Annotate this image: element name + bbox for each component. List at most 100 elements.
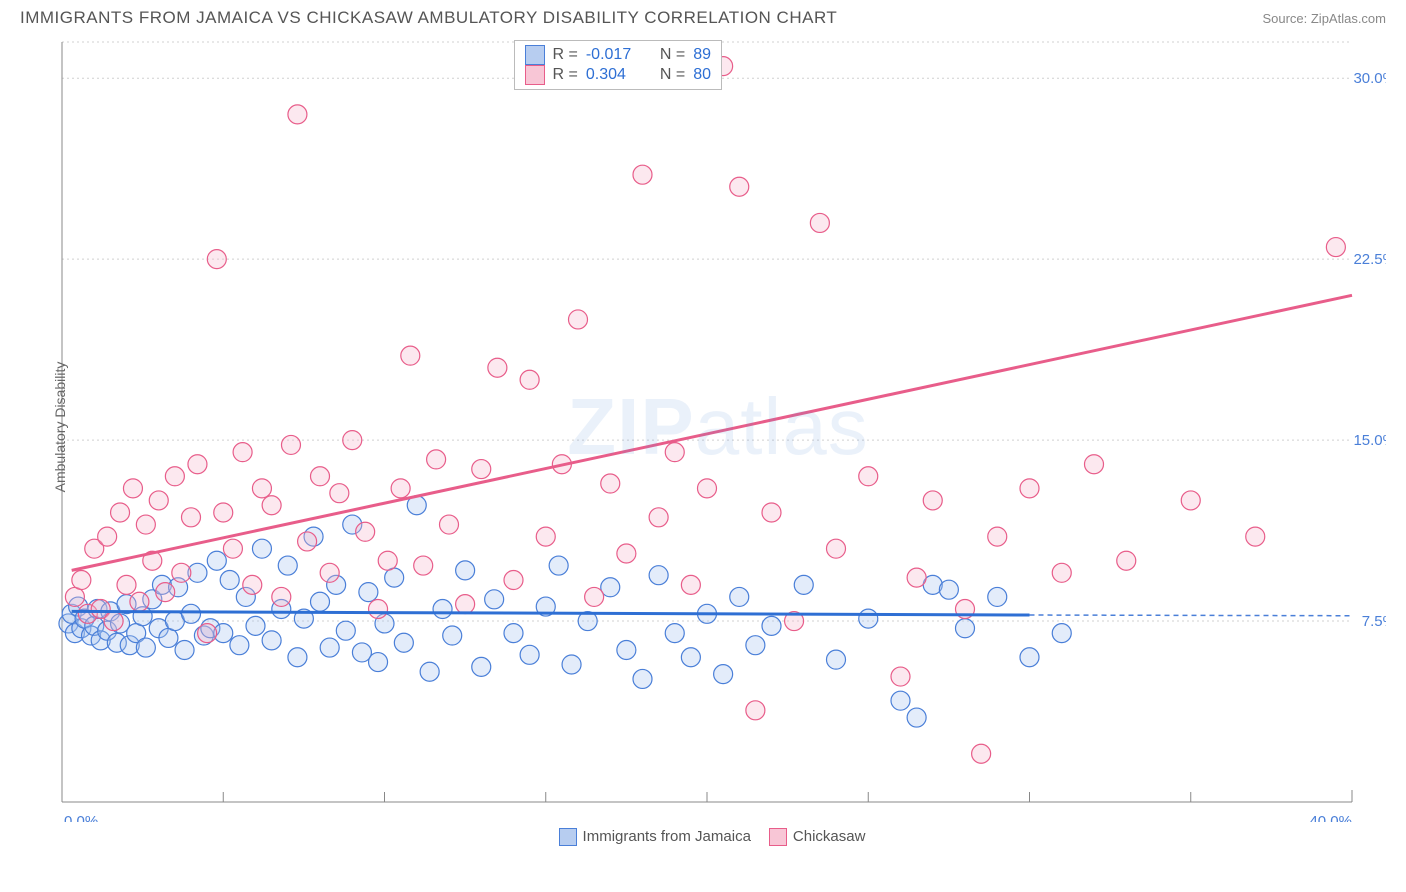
scatter-point — [278, 556, 297, 575]
scatter-point — [698, 479, 717, 498]
scatter-point — [1246, 527, 1265, 546]
svg-text:30.0%: 30.0% — [1353, 70, 1386, 87]
scatter-point — [220, 571, 239, 590]
scatter-point — [223, 539, 242, 558]
scatter-point — [956, 619, 975, 638]
legend-label: Chickasaw — [793, 828, 866, 845]
scatter-point — [336, 621, 355, 640]
scatter-point — [243, 575, 262, 594]
scatter-point — [72, 571, 91, 590]
scatter-point — [298, 532, 317, 551]
scatter-point — [456, 595, 475, 614]
scatter-point — [182, 508, 201, 527]
scatter-point — [288, 105, 307, 124]
scatter-point — [252, 539, 271, 558]
bottom-legend: Immigrants from JamaicaChickasaw — [0, 822, 1406, 860]
scatter-point — [207, 551, 226, 570]
scatter-point — [585, 587, 604, 606]
scatter-point — [391, 479, 410, 498]
scatter-point — [182, 604, 201, 623]
svg-text:15.0%: 15.0% — [1353, 432, 1386, 449]
scatter-point — [1326, 238, 1345, 257]
scatter-point — [246, 616, 265, 635]
trend-line-jamaica — [72, 611, 1030, 615]
scatter-point — [746, 636, 765, 655]
scatter-point — [859, 609, 878, 628]
svg-text:22.5%: 22.5% — [1353, 251, 1386, 268]
scatter-point — [117, 575, 136, 594]
scatter-point — [730, 587, 749, 606]
scatter-point — [488, 358, 507, 377]
scatter-point — [633, 165, 652, 184]
scatter-point — [420, 662, 439, 681]
scatter-point — [440, 515, 459, 534]
scatter-point — [649, 508, 668, 527]
scatter-point — [891, 691, 910, 710]
scatter-point — [633, 669, 652, 688]
scatter-point — [714, 665, 733, 684]
scatter-point — [207, 250, 226, 269]
scatter-point — [281, 435, 300, 454]
scatter-point — [330, 484, 349, 503]
scatter-point — [681, 575, 700, 594]
scatter-point — [394, 633, 413, 652]
scatter-point — [359, 583, 378, 602]
scatter-point — [562, 655, 581, 674]
scatter-point — [262, 631, 281, 650]
scatter-point — [504, 624, 523, 643]
scatter-point — [939, 580, 958, 599]
scatter-point — [794, 575, 813, 594]
scatter-point — [1117, 551, 1136, 570]
scatter-point — [175, 641, 194, 660]
trend-line-chickasaw — [72, 295, 1352, 570]
svg-text:7.5%: 7.5% — [1362, 613, 1386, 630]
scatter-point — [98, 527, 117, 546]
stats-legend: R = -0.017N = 89R = 0.304N = 80 — [514, 40, 722, 90]
scatter-point — [665, 443, 684, 462]
chart-area: Ambulatory Disability ZIPatlas 7.5%15.0%… — [50, 32, 1386, 822]
scatter-point — [988, 587, 1007, 606]
scatter-point — [1052, 624, 1071, 643]
scatter-point — [520, 645, 539, 664]
scatter-point — [252, 479, 271, 498]
scatter-point — [230, 636, 249, 655]
scatter-point — [549, 556, 568, 575]
y-axis-label: Ambulatory Disability — [52, 362, 68, 493]
scatter-point — [159, 628, 178, 647]
scatter-point — [433, 599, 452, 618]
scatter-point — [172, 563, 191, 582]
legend-swatch — [769, 828, 787, 846]
scatter-point — [569, 310, 588, 329]
scatter-point — [536, 527, 555, 546]
scatter-point — [649, 566, 668, 585]
scatter-point — [165, 467, 184, 486]
source-label: Source: ZipAtlas.com — [1262, 11, 1386, 26]
scatter-point — [104, 612, 123, 631]
scatter-point — [972, 744, 991, 763]
scatter-point — [827, 650, 846, 669]
scatter-point — [233, 443, 252, 462]
scatter-point — [859, 467, 878, 486]
scatter-point — [827, 539, 846, 558]
scatter-point — [320, 563, 339, 582]
scatter-point — [369, 653, 388, 672]
legend-swatch — [559, 828, 577, 846]
scatter-point — [1020, 648, 1039, 667]
scatter-chart: 7.5%15.0%22.5%30.0%0.0%40.0% — [50, 32, 1386, 822]
scatter-point — [988, 527, 1007, 546]
legend-swatch — [525, 45, 545, 65]
scatter-point — [810, 213, 829, 232]
scatter-point — [356, 522, 375, 541]
legend-row: R = 0.304N = 80 — [525, 65, 711, 85]
scatter-point — [111, 503, 130, 522]
scatter-point — [907, 568, 926, 587]
scatter-point — [311, 592, 330, 611]
scatter-point — [746, 701, 765, 720]
source-link[interactable]: ZipAtlas.com — [1311, 11, 1386, 26]
scatter-point — [214, 503, 233, 522]
scatter-point — [601, 474, 620, 493]
legend-swatch — [525, 65, 545, 85]
scatter-point — [520, 370, 539, 389]
scatter-point — [891, 667, 910, 686]
scatter-point — [136, 638, 155, 657]
